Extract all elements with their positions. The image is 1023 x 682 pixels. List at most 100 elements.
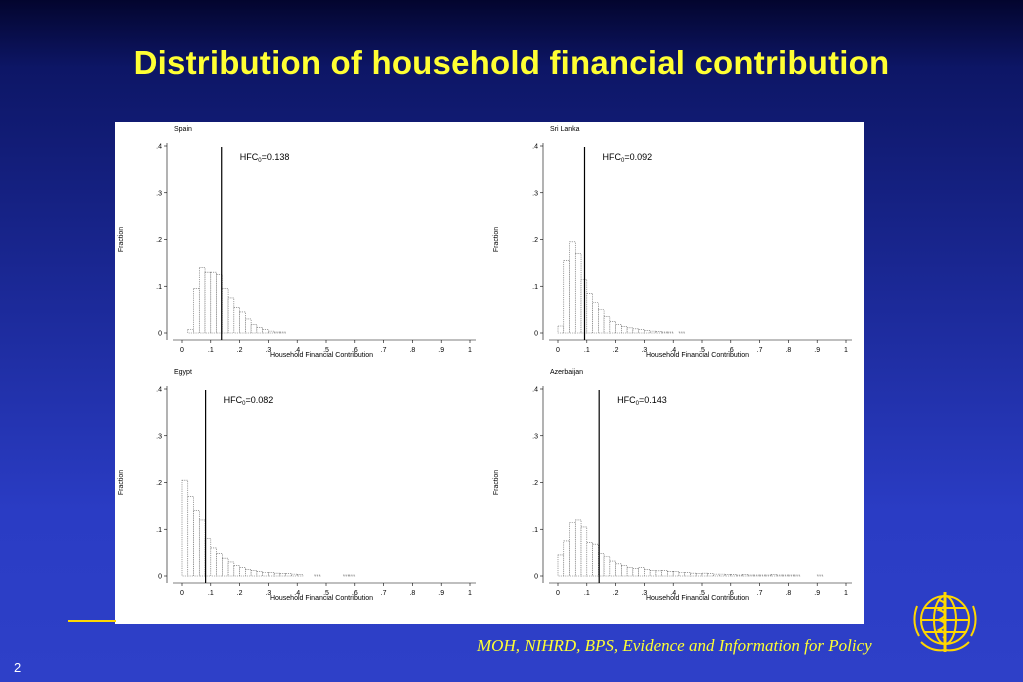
histogram-bar — [563, 260, 570, 334]
x-axis-label: Household Financial Contribution — [646, 352, 749, 359]
histogram-bar — [598, 553, 605, 577]
y-axis-label: Fraction — [493, 227, 500, 252]
histogram-bar — [245, 318, 252, 334]
x-tick-label: .3 — [641, 590, 647, 597]
x-tick-label: .4 — [670, 347, 676, 354]
histogram-bar — [649, 330, 657, 334]
x-tick-label: .7 — [757, 347, 763, 354]
y-tick-label: .1 — [532, 284, 538, 291]
histogram-bar — [661, 570, 668, 577]
x-tick-label: 1 — [468, 347, 472, 354]
histogram-bar — [655, 570, 662, 577]
histogram-bar — [747, 574, 755, 577]
histogram-bar — [759, 574, 766, 577]
histogram-bar — [632, 328, 639, 334]
x-tick-label: .9 — [438, 347, 444, 354]
histogram-bar — [707, 573, 714, 577]
histogram-bar — [198, 267, 206, 334]
hfc-reference-label: HFC0=0.092 — [602, 152, 652, 164]
x-axis-label: Household Financial Contribution — [646, 595, 749, 602]
histogram-bar — [592, 302, 599, 334]
histogram-bar — [314, 574, 321, 577]
x-tick-label: .5 — [323, 347, 329, 354]
decorative-rule — [68, 620, 116, 622]
slide-title: Distribution of household financial cont… — [133, 44, 890, 81]
x-tick-label: .1 — [584, 590, 590, 597]
panel-title: Spain — [174, 126, 192, 133]
histogram-bar — [621, 565, 628, 577]
histogram-bar — [765, 574, 772, 577]
histogram-bar — [678, 571, 686, 577]
x-tick-label: .7 — [381, 590, 387, 597]
x-tick-label: .6 — [728, 347, 734, 354]
histogram-bar — [592, 543, 599, 577]
x-tick-label: .2 — [237, 347, 243, 354]
y-tick-label: .4 — [156, 387, 162, 394]
x-axis-label: Household Financial Contribution — [270, 595, 373, 602]
histogram-bar — [580, 526, 588, 577]
histogram-spain: Spain 0 .1 .2 .3 .4 0 .1 .2 .3 .4 .5 .6 .7 .8 .9 1 Househ… — [118, 126, 476, 359]
hfc-reference-label: HFC0=0.082 — [224, 395, 274, 407]
y-tick-label: .4 — [532, 387, 538, 394]
y-tick-label: .2 — [532, 480, 538, 487]
x-tick-label: .3 — [641, 347, 647, 354]
histogram-bar — [782, 574, 789, 577]
x-tick-label: .5 — [699, 347, 705, 354]
x-tick-label: .5 — [323, 590, 329, 597]
x-tick-label: .8 — [409, 590, 415, 597]
histogram-bar — [250, 570, 258, 577]
x-tick-label: 1 — [468, 590, 472, 597]
histogram-bar — [574, 253, 582, 334]
histogram-bar — [227, 297, 235, 334]
x-tick-label: .9 — [814, 347, 820, 354]
histogram-bar — [742, 574, 749, 577]
histogram-bar — [342, 574, 350, 577]
histogram-bar — [644, 569, 651, 577]
page-number: 2 — [14, 660, 22, 675]
y-axis-label: Fraction — [118, 470, 125, 495]
x-tick-label: 1 — [844, 347, 848, 354]
histogram-bar — [227, 561, 235, 577]
histogram-bar — [793, 574, 801, 577]
histogram-bar — [256, 571, 263, 577]
histogram-bar — [273, 572, 281, 577]
histogram-bar — [816, 574, 824, 577]
histogram-grid: Spain 0 .1 .2 .3 .4 0 .1 .2 .3 .4 .5 .6 .7 .8 .9 1 Househ… — [118, 126, 852, 602]
x-axis-label: Household Financial Contribution — [270, 352, 373, 359]
x-tick-label: 0 — [180, 590, 184, 597]
histogram-bar — [285, 573, 292, 577]
histogram-bar — [638, 567, 645, 577]
histogram-bar — [348, 574, 356, 577]
histogram-bar — [557, 554, 565, 577]
histogram-bar — [210, 547, 217, 577]
histogram-bar — [563, 540, 570, 577]
histogram-bar — [661, 331, 668, 334]
histogram-bar — [222, 288, 229, 334]
y-tick-label: .2 — [156, 237, 162, 244]
histogram-sri-lanka: Sri Lanka 0 .1 .2 .3 .4 0 .1 .2 .3 .4 .5 .6 .7 .8 .9 1 Ho… — [493, 126, 852, 359]
y-axis-label: Fraction — [118, 227, 125, 252]
histogram-bar — [684, 572, 691, 577]
y-tick-label: .1 — [532, 527, 538, 534]
histogram-bar — [245, 569, 252, 577]
x-tick-label: .8 — [409, 347, 415, 354]
x-tick-label: .3 — [265, 347, 271, 354]
x-tick-label: .6 — [352, 590, 358, 597]
histogram-bar — [788, 574, 795, 577]
histogram-bar — [626, 567, 634, 577]
histogram-bar — [262, 329, 269, 334]
x-tick-label: .9 — [814, 590, 820, 597]
x-tick-label: .4 — [294, 590, 300, 597]
histogram-bar — [598, 309, 605, 334]
histogram-bar — [204, 271, 212, 334]
x-tick-label: .4 — [670, 590, 676, 597]
histogram-bar — [279, 573, 286, 577]
histogram-bar — [753, 574, 760, 577]
x-tick-label: .7 — [757, 590, 763, 597]
y-tick-label: 0 — [158, 331, 162, 338]
x-tick-label: 0 — [556, 347, 560, 354]
x-tick-label: .1 — [208, 590, 214, 597]
x-tick-label: .8 — [785, 590, 791, 597]
histogram-bar — [770, 574, 778, 577]
histogram-bar — [736, 574, 743, 577]
